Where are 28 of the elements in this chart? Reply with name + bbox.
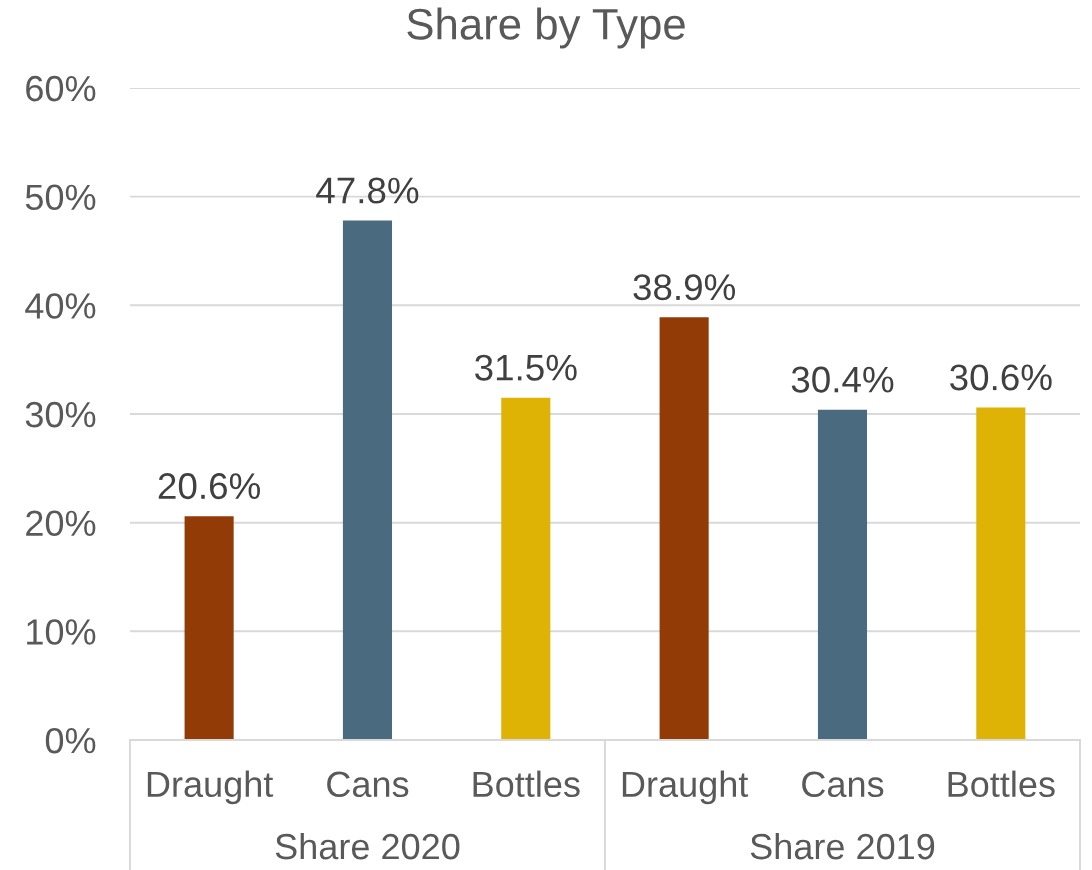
x-tick-label: Draught: [147, 770, 274, 805]
text: Share 2019: [750, 832, 935, 860]
y-tick-label: 40%: [25, 293, 96, 319]
y-tick-label: 10%: [27, 619, 96, 645]
y-tick-label: 60%: [26, 75, 96, 102]
data-label: 38.9%: [633, 274, 736, 301]
bar: [342, 220, 392, 741]
y-tick-label: 30%: [25, 401, 96, 428]
data-label: 30.6%: [950, 364, 1052, 391]
x-tick-label: Bottles: [948, 770, 1055, 798]
data-label: 31.5%: [475, 354, 577, 381]
x-tick-label: Cans: [327, 771, 409, 798]
x-tick-label: Bottles: [473, 770, 580, 798]
data-label: 47.8%: [316, 177, 419, 204]
x-tick-label: Cans: [802, 771, 884, 798]
y-tick-label: 50%: [25, 184, 96, 211]
data-label: 20.6%: [158, 473, 260, 500]
bar: [817, 409, 868, 741]
y-tick-label: 20%: [26, 510, 96, 537]
bar: [976, 407, 1026, 741]
bar: [659, 317, 709, 741]
chart-title: Share by Type: [407, 7, 685, 49]
text: Share 2020: [275, 832, 460, 860]
bar: [501, 397, 551, 741]
y-tick-label: 0%: [45, 727, 96, 754]
x-tick-label: Draught: [622, 770, 749, 805]
data-label: 30.4%: [791, 366, 894, 393]
bar: [184, 516, 234, 741]
